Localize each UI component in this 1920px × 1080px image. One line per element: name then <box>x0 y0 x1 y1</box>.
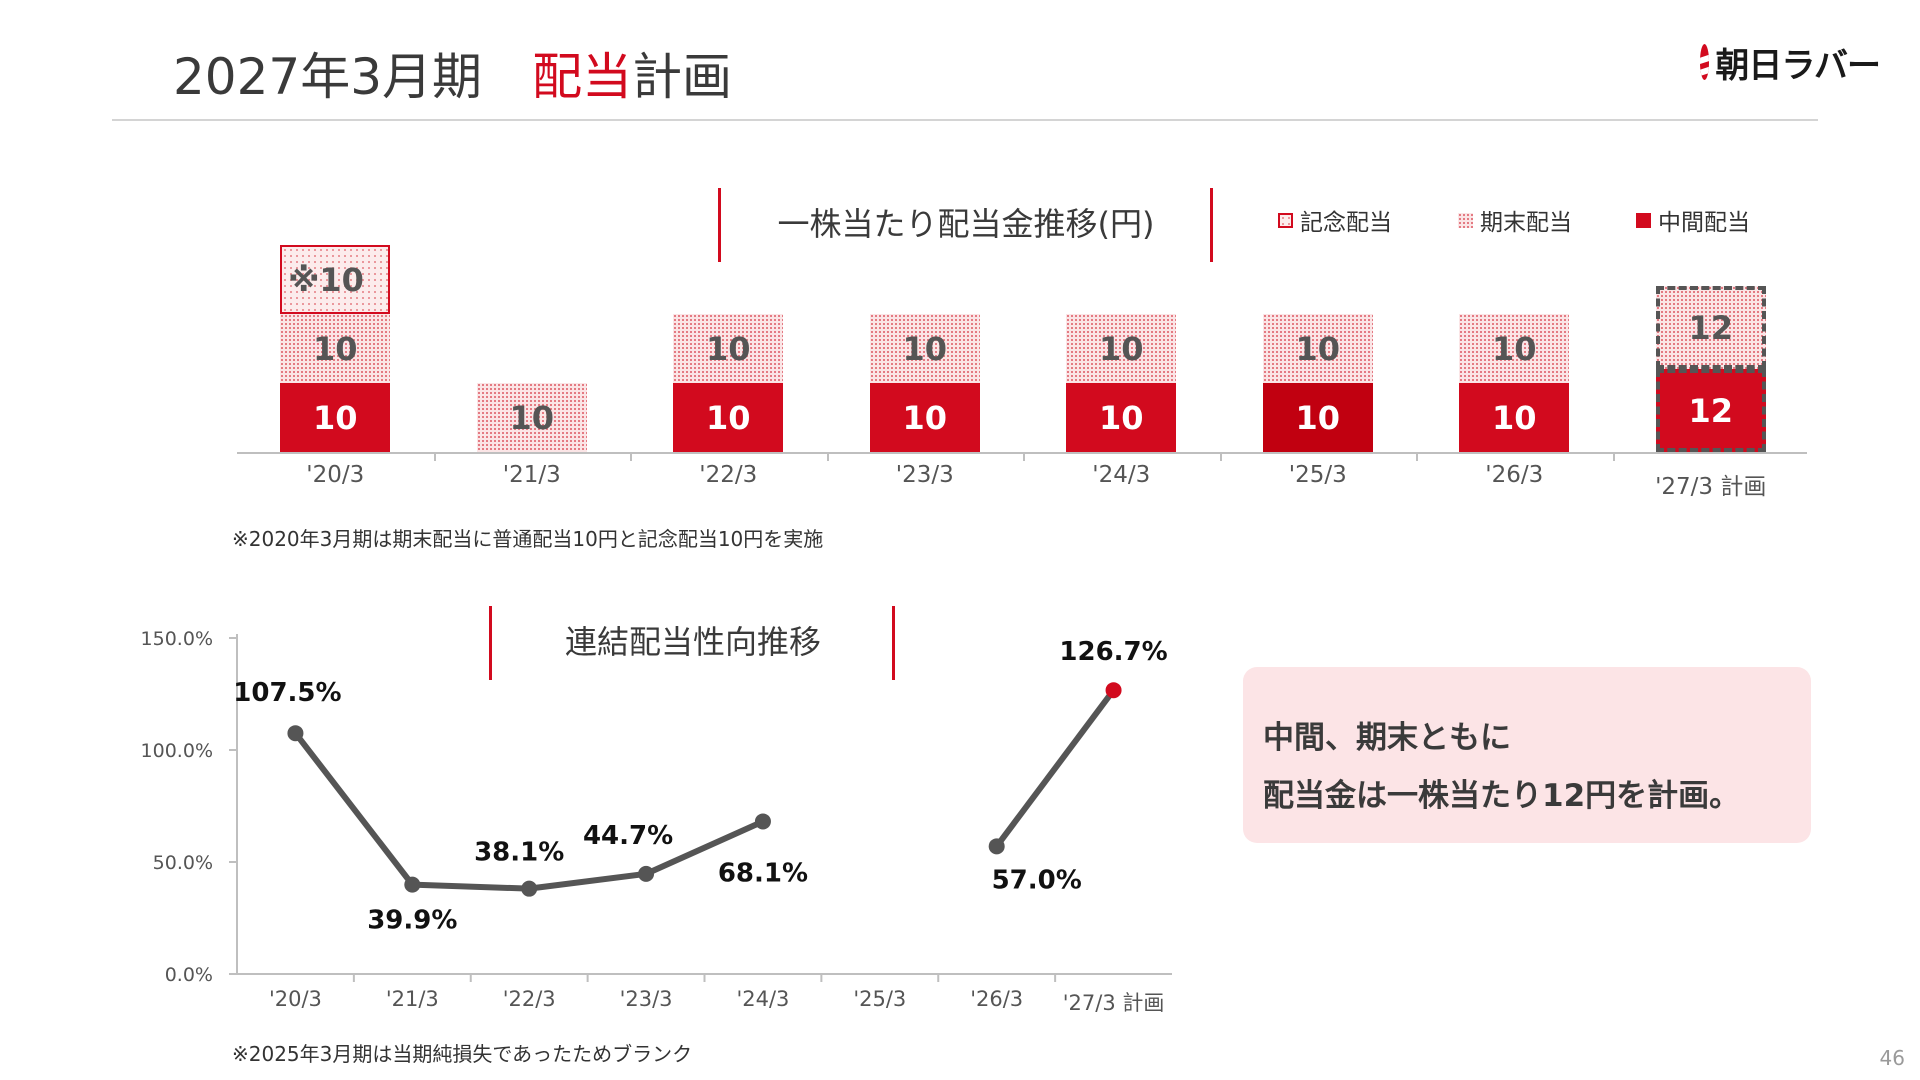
bar-axis-tick <box>1219 452 1222 461</box>
bar-interim-4: 10 <box>1066 383 1177 452</box>
legend-yearend-label: 期末配当 <box>1480 210 1572 236</box>
line-x-tick-label: '27/3 計画 <box>1063 991 1165 1015</box>
line-x-tick-label: '26/3 <box>970 987 1023 1011</box>
payout-title-bar-left <box>489 606 492 680</box>
payout-title-bar-right <box>892 606 895 680</box>
payout-point <box>404 876 421 893</box>
dividend-note: ※2020年3月期は期末配当に普通配当10円と記念配当10円を実施 <box>232 527 824 551</box>
bar-category-label: '24/3 <box>1092 462 1151 488</box>
payout-point <box>754 813 771 830</box>
bar-category-label: '25/3 <box>1288 462 1347 488</box>
title-divider <box>112 119 1818 121</box>
line-y-tick-label: 50.0% <box>153 852 213 874</box>
line-x-tick-label: '23/3 <box>620 987 673 1011</box>
bar-interim-0: 10 <box>280 383 391 452</box>
bar-interim-3: 10 <box>869 383 980 452</box>
bar-memorial-0: ※10 <box>280 245 391 314</box>
bar-interim-2: 10 <box>673 383 784 452</box>
bar-yearend-5: 10 <box>1262 314 1373 383</box>
payout-data-label: 68.1% <box>718 858 808 888</box>
bar-category-label: '20/3 <box>306 462 365 488</box>
dividend-x-axis <box>237 452 1807 454</box>
bar-axis-tick <box>1416 452 1418 461</box>
bar-category-label: '27/3 計画 <box>1655 474 1767 500</box>
bar-axis-tick <box>433 452 436 461</box>
bar-axis-tick <box>826 452 829 461</box>
summary-callout: 中間、期末ともに 配当金は一株当たり12円を計画。 <box>1243 667 1811 843</box>
logo-mark-icon <box>1700 44 1710 80</box>
bar-category-label: '21/3 <box>502 462 561 488</box>
payout-chart-title: 連結配当性向推移 <box>564 623 821 661</box>
bar-axis-tick <box>1612 452 1615 461</box>
payout-point <box>638 865 655 882</box>
line-x-tick-label: '24/3 <box>736 987 789 1011</box>
payout-data-label: 39.9% <box>367 906 457 936</box>
logo-text: 朝日ラバー <box>1715 45 1881 86</box>
callout-line-2: 配当金は一株当たり12円を計画。 <box>1263 778 1741 814</box>
bar-interim-6: 10 <box>1459 383 1570 452</box>
bar-yearend-6: 10 <box>1459 314 1570 383</box>
page-title-main: 2027年3月期 <box>173 48 483 106</box>
line-x-tick-label: '20/3 <box>269 987 322 1011</box>
callout-line-1: 中間、期末ともに <box>1263 720 1511 756</box>
bar-yearend-4: 10 <box>1066 314 1177 383</box>
bar-interim-7: 12 <box>1655 369 1766 452</box>
payout-point <box>287 725 304 742</box>
bar-category-label: '23/3 <box>895 462 954 488</box>
payout-data-label: 44.7% <box>583 821 673 851</box>
line-y-tick-label: 150.0% <box>141 628 213 650</box>
dividend-chart-title: 一株当たり配当金推移(円) <box>777 205 1155 243</box>
legend-memorial-swatch <box>1278 212 1293 228</box>
payout-data-label: 107.5% <box>233 678 341 708</box>
legend-interim-swatch <box>1636 212 1651 228</box>
legend-interim: 中間配当 <box>1636 204 1750 236</box>
bar-axis-tick <box>630 452 632 461</box>
bar-yearend-0: 10 <box>280 314 391 383</box>
payout-point <box>521 880 538 897</box>
page-title: 2027年3月期 配当計画 <box>173 42 732 112</box>
payout-data-label: 57.0% <box>992 865 1082 895</box>
payout-point <box>1105 682 1122 699</box>
bar-axis-tick <box>1023 452 1025 461</box>
bar-yearend-3: 10 <box>869 314 980 383</box>
line-x-tick-label: '21/3 <box>386 987 439 1011</box>
line-y-tick-label: 0.0% <box>165 964 213 986</box>
bar-yearend-1: 10 <box>476 383 587 452</box>
payout-point <box>988 838 1005 855</box>
line-y-tick-label: 100.0% <box>141 740 213 762</box>
payout-data-label: 126.7% <box>1059 637 1167 667</box>
payout-series-line <box>994 688 1116 849</box>
dividend-title-bar-left <box>718 188 721 262</box>
page-title-accent: 配当 <box>532 48 633 106</box>
page-title-rest: 計画 <box>632 48 733 106</box>
legend-memorial-label: 記念配当 <box>1300 210 1392 236</box>
line-x-tick-label: '25/3 <box>853 987 906 1011</box>
bar-category-label: '26/3 <box>1485 462 1544 488</box>
bar-yearend-2: 10 <box>673 314 784 383</box>
payout-data-label: 38.1% <box>474 838 564 868</box>
legend-yearend: 期末配当 <box>1458 204 1572 236</box>
legend-interim-label: 中間配当 <box>1658 210 1750 236</box>
bar-yearend-7: 12 <box>1655 286 1766 370</box>
line-x-tick-label: '22/3 <box>503 987 556 1011</box>
bar-category-label: '22/3 <box>699 462 758 488</box>
bar-interim-5: 10 <box>1262 383 1373 452</box>
payout-note: ※2025年3月期は当期純損失であったためブランク <box>232 1042 693 1066</box>
dividend-title-bar-right <box>1210 188 1213 262</box>
legend-yearend-swatch <box>1458 212 1473 228</box>
page-number: 46 <box>1879 1046 1905 1070</box>
legend-memorial: 記念配当 <box>1278 204 1392 236</box>
company-logo: 朝日ラバー <box>1700 40 1881 86</box>
